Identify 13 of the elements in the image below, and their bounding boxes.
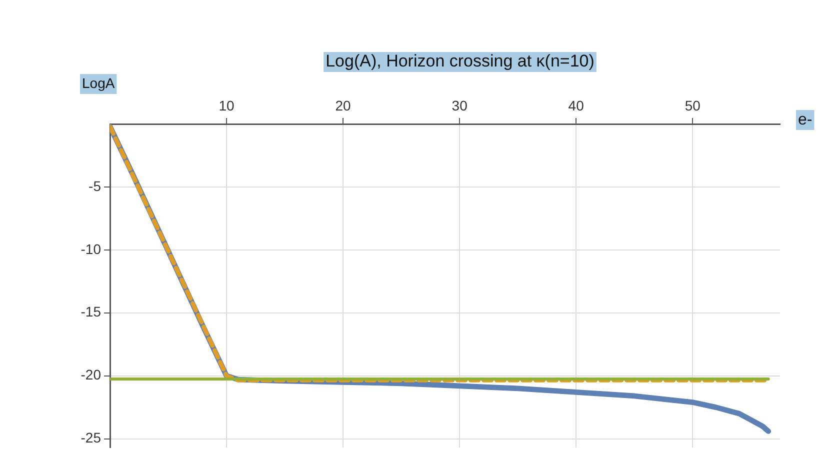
x-tick-label: 40 — [568, 97, 584, 114]
x-tick-label: 20 — [335, 97, 352, 114]
chart-title: Log(A), Horizon crossing at κ(n=10) — [326, 52, 594, 71]
y-tick-label: -5 — [88, 178, 102, 194]
x-axis-title: e- — [798, 111, 812, 128]
y-tick-label: -25 — [80, 430, 102, 446]
x-tick-label: 50 — [684, 97, 701, 114]
x-tick-label: 10 — [218, 97, 235, 114]
x-tick-label: 30 — [452, 97, 468, 114]
y-tick-label: -15 — [80, 304, 102, 320]
y-tick-label: -20 — [80, 366, 102, 383]
y-tick-label: -10 — [80, 240, 102, 257]
y-axis-title: LogA — [82, 74, 116, 91]
